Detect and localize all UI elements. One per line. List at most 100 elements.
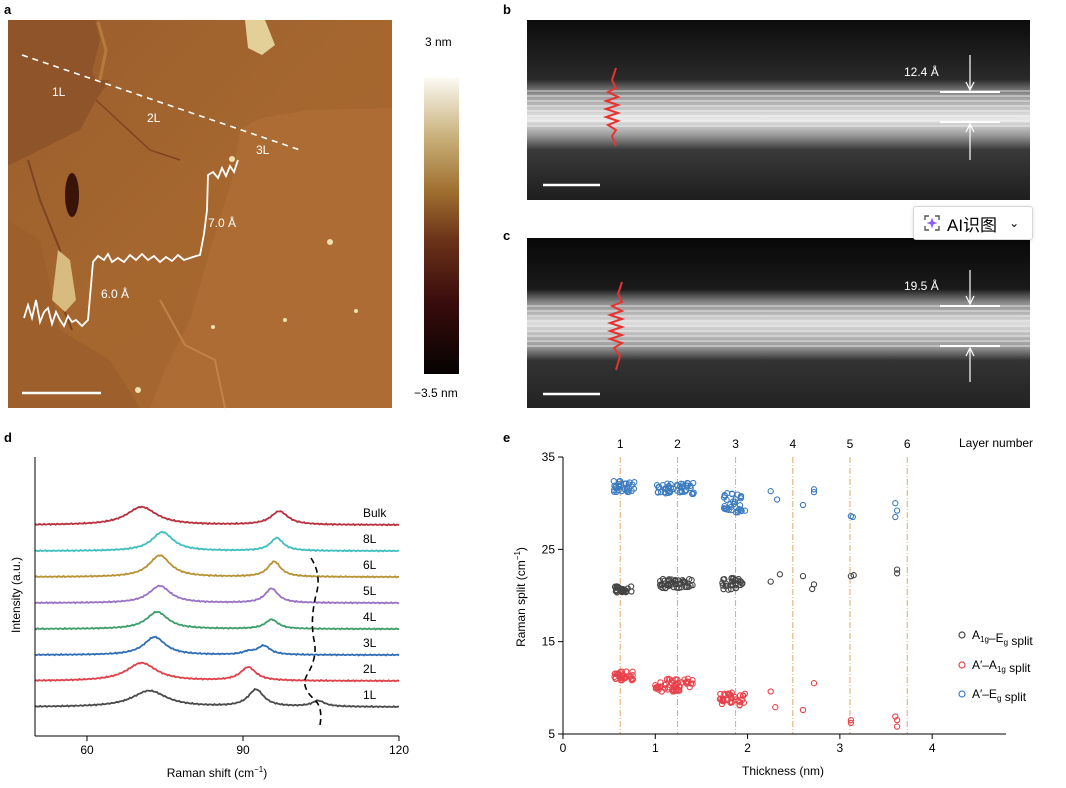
x-tick-label-e: 3 (837, 741, 844, 755)
spectrum-label-4l: 4L (363, 610, 377, 624)
point-series-1 (893, 570, 901, 577)
point-series-1 (624, 585, 631, 592)
arrowhead-c-top (965, 295, 975, 306)
point-series-3 (727, 501, 734, 508)
point-series-2 (675, 686, 682, 693)
afm-region-bottom (8, 220, 140, 408)
tem-profile-b (602, 67, 622, 147)
point-series-3 (810, 486, 818, 493)
arrowhead-b-top (965, 81, 975, 92)
point-series-3 (892, 500, 899, 507)
point-series-1 (850, 572, 857, 579)
point-series-3 (810, 488, 818, 496)
point-series-3 (849, 513, 856, 521)
point-series-3 (659, 482, 666, 489)
afm-region-1l (8, 20, 110, 165)
point-series-2 (799, 706, 807, 714)
point-series-3 (773, 496, 781, 503)
legend-marker-2 (958, 661, 966, 669)
point-series-2 (721, 690, 728, 697)
spectrum-5l (34, 584, 400, 605)
afm-particle (229, 156, 235, 162)
point-series-1 (673, 584, 680, 591)
point-series-3 (690, 479, 697, 487)
point-series-1 (809, 585, 816, 593)
point-series-2 (669, 688, 677, 695)
point-series-3 (662, 490, 669, 497)
point-series-3 (737, 495, 744, 502)
point-series-1 (662, 584, 669, 592)
ai-recognize-button[interactable]: AI识图 ⌄ (913, 206, 1033, 240)
point-series-3 (631, 479, 638, 486)
point-series-3 (736, 502, 744, 509)
spacing-label-b: 12.4 Å (904, 64, 939, 79)
afm-wrinkle-4 (95, 99, 181, 161)
afm-dashed-line (21, 54, 301, 151)
layer-number-4: 4 (789, 437, 796, 451)
point-series-2 (847, 719, 855, 727)
panel-e-chart: e Layer number 1 2 3 4 5 6 0 1 2 3 4 5 15 25 35 Thick… (503, 430, 1033, 778)
legend-label-2: A′–A1g split (972, 658, 1031, 675)
x-tick-label-e: 2 (744, 741, 751, 755)
legend-label-1: A1g–Eg split (972, 628, 1033, 648)
point-series-1 (657, 577, 664, 585)
point-series-3 (690, 490, 697, 498)
point-series-2 (676, 687, 683, 694)
afm-bright-flake-2 (52, 250, 76, 312)
point-series-1 (738, 580, 746, 587)
point-series-1 (678, 584, 685, 591)
spectrum-label-6l: 6L (363, 558, 377, 572)
panel-d-label: d (4, 430, 12, 445)
point-series-2 (893, 716, 901, 724)
y-axis-label-d: Intensity (a.u.) (9, 557, 23, 633)
point-series-1 (613, 588, 620, 595)
point-series-2 (717, 695, 724, 702)
point-series-1 (893, 566, 901, 573)
point-series-3 (738, 507, 745, 515)
point-series-3 (654, 489, 662, 496)
arrowhead-b-bottom (965, 122, 975, 133)
y-tick-label-e: 25 (542, 542, 556, 556)
afm-wrinkle-3 (159, 299, 226, 409)
x-tick-label-d: 60 (80, 743, 94, 757)
spectrum-2l (34, 661, 400, 683)
point-series-3 (741, 507, 749, 514)
x-tick-label-e: 0 (560, 741, 567, 755)
point-series-3 (730, 500, 738, 508)
point-series-3 (734, 509, 741, 516)
point-series-2 (767, 688, 774, 695)
point-series-1 (659, 584, 666, 592)
point-series-3 (677, 480, 685, 487)
arrowhead-c-bottom (965, 346, 975, 357)
spectrum-8l (34, 530, 400, 553)
x-axis-label-e: Thickness (nm) (742, 764, 824, 778)
afm-dark-hole (65, 173, 79, 217)
spectrum-bulk (34, 505, 400, 527)
point-series-3 (767, 488, 774, 495)
point-series-1 (799, 572, 807, 580)
spectrum-3l (34, 635, 400, 657)
spectrum-label-2l: 2L (363, 662, 377, 676)
layer-number-2: 2 (674, 437, 681, 451)
point-series-2 (892, 713, 899, 720)
ai-recognize-label: AI识图 (947, 215, 998, 235)
point-series-1 (767, 578, 774, 585)
afm-height-profile (23, 159, 239, 328)
point-series-3 (720, 494, 728, 501)
step-label-1: 6.0 Å (101, 286, 129, 301)
point-series-3 (625, 488, 632, 496)
point-series-1 (729, 581, 736, 588)
spectrum-6l (34, 554, 399, 579)
point-series-2 (661, 681, 668, 688)
point-series-3 (682, 487, 689, 494)
spectrum-label-3l: 3L (363, 636, 377, 650)
x-tick-label-e: 1 (652, 741, 659, 755)
legend-marker-1 (958, 631, 966, 639)
y-tick-label-e: 15 (542, 635, 556, 649)
point-series-2 (740, 692, 747, 699)
point-series-2 (663, 676, 671, 683)
panel-d-chart: d 1L 2L 3L 4L 5L 6L 8L Bulk 60 90 120 Raman shift… (4, 430, 409, 780)
point-series-3 (622, 480, 630, 487)
point-series-2 (618, 668, 626, 675)
sparkle-icon (924, 215, 940, 231)
